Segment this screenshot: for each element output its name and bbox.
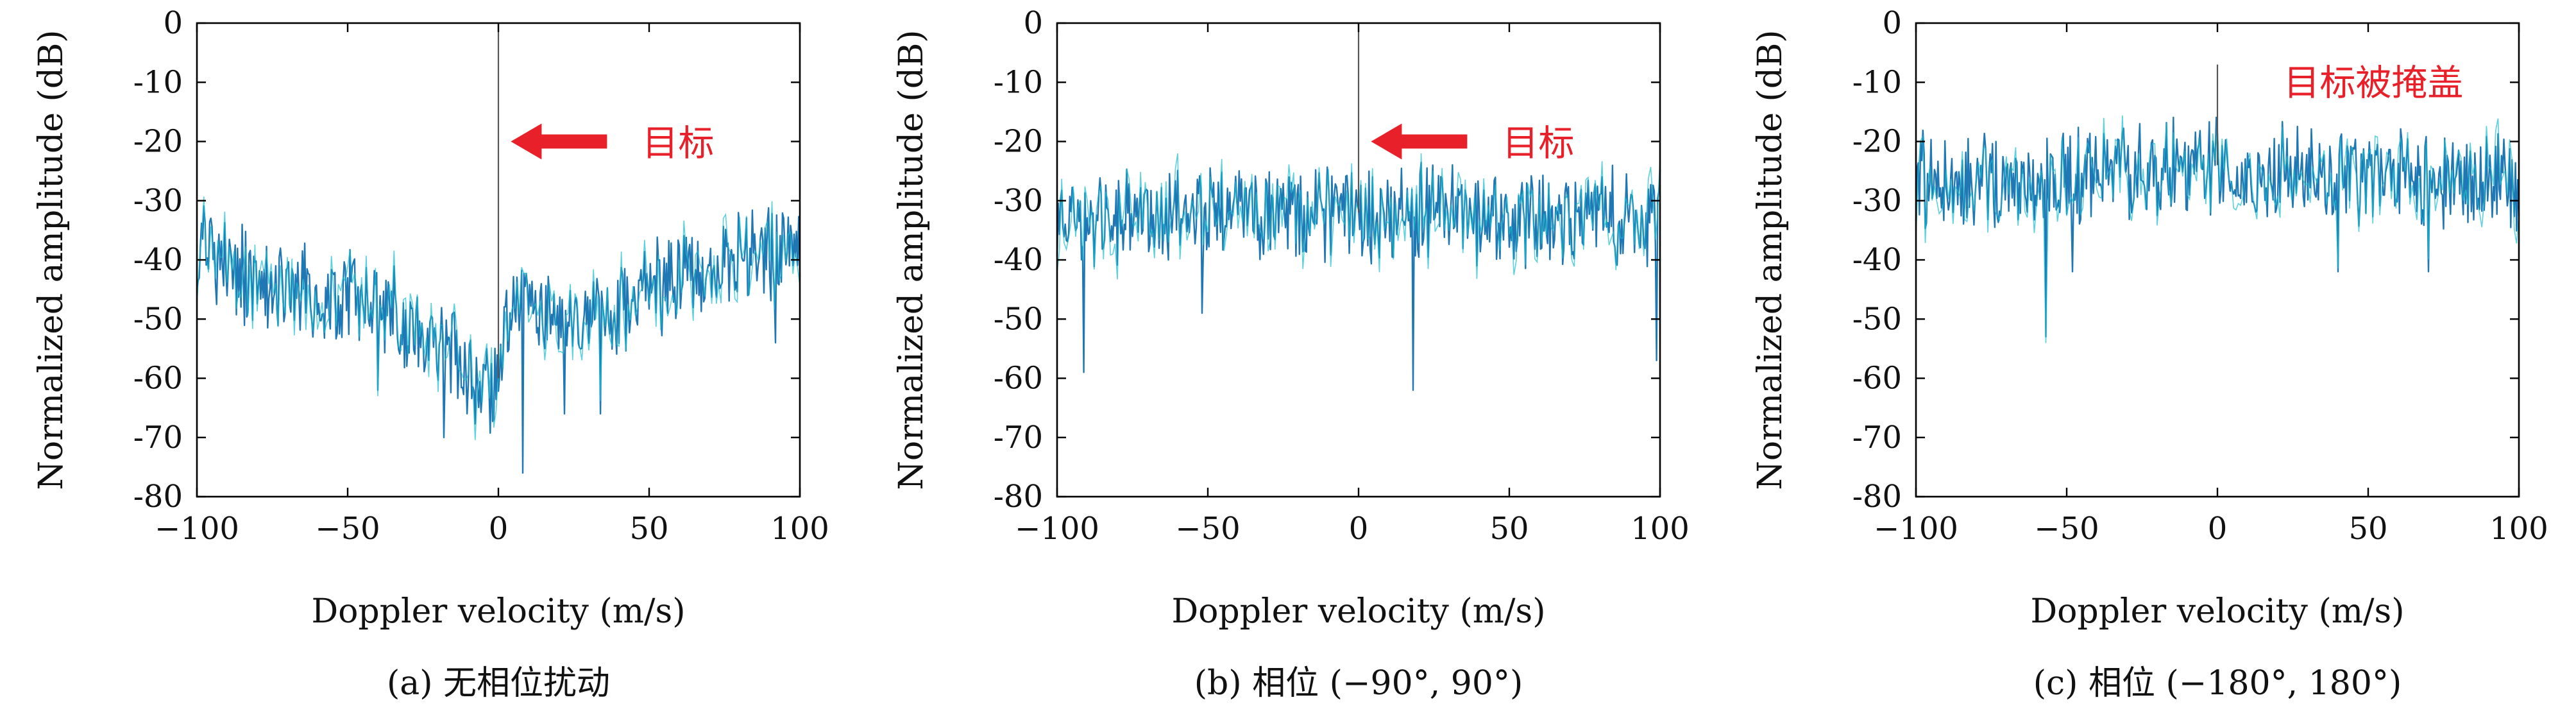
y-tick-label: -40 bbox=[994, 242, 1043, 278]
target-arrow-shaft bbox=[540, 134, 607, 149]
x-tick-label: −100 bbox=[1015, 511, 1099, 547]
target-arrow-shaft bbox=[1400, 134, 1468, 149]
y-axis-label: Normalized amplitude (dB) bbox=[1751, 30, 1790, 490]
target-label: 目标 bbox=[642, 123, 714, 165]
x-tick-label: 50 bbox=[629, 511, 668, 547]
x-tick-label: 0 bbox=[1349, 511, 1369, 547]
series-line bbox=[196, 205, 801, 474]
target-label: 目标 bbox=[1502, 123, 1574, 165]
x-axis-label: Doppler velocity (m/s) bbox=[1171, 592, 1545, 631]
panel-caption: (a) 无相位扰动 bbox=[387, 664, 610, 703]
y-tick-label: 0 bbox=[163, 5, 183, 41]
y-tick-label: -80 bbox=[1852, 479, 1902, 515]
target-masked-label: 目标被掩盖 bbox=[2284, 62, 2463, 104]
panel-caption: (b) 相位 (−90°, 90°) bbox=[1194, 664, 1523, 703]
y-axis-label: Normalized amplitude (dB) bbox=[892, 30, 931, 490]
y-tick-label: -20 bbox=[994, 124, 1043, 160]
chart-panel-a: 0 -10 -20 -30 -40 -50 -60 -70 -80−100 −50 0 50 100 Do… bbox=[32, 5, 829, 703]
target-arrow-head bbox=[511, 123, 542, 160]
y-tick-label: -70 bbox=[994, 420, 1043, 456]
y-tick-label: -30 bbox=[133, 183, 183, 219]
y-tick-label: -20 bbox=[133, 124, 183, 160]
y-tick-label: -60 bbox=[1852, 361, 1902, 397]
y-tick-label: -10 bbox=[994, 64, 1043, 100]
chart-panel-b: 0 -10 -20 -30 -40 -50 -60 -70 -80−100 −50 0 50 100 Do… bbox=[892, 5, 1690, 703]
target-arrow-head bbox=[1371, 123, 1402, 160]
chart-panel-c: 0 -10 -20 -30 -40 -50 -60 -70 -80−100 −50 0 50 100 Do… bbox=[1751, 5, 2548, 703]
x-tick-label: −50 bbox=[2034, 511, 2099, 547]
x-tick-label: −50 bbox=[315, 511, 380, 547]
x-axis-label: Doppler velocity (m/s) bbox=[2030, 592, 2404, 631]
y-tick-label: -80 bbox=[133, 479, 183, 515]
y-tick-label: -10 bbox=[1852, 64, 1902, 100]
y-tick-label: -70 bbox=[133, 420, 183, 456]
y-tick-label: -50 bbox=[1852, 301, 1902, 337]
y-tick-label: -50 bbox=[994, 301, 1043, 337]
y-tick-label: 0 bbox=[1023, 5, 1043, 41]
x-tick-label: 0 bbox=[489, 511, 509, 547]
y-tick-label: -10 bbox=[133, 64, 183, 100]
x-tick-label: −50 bbox=[1175, 511, 1240, 547]
y-tick-label: -40 bbox=[133, 242, 183, 278]
x-axis-label: Doppler velocity (m/s) bbox=[311, 592, 685, 631]
x-tick-label: 100 bbox=[770, 511, 829, 547]
panel-caption: (c) 相位 (−180°, 180°) bbox=[2033, 664, 2402, 703]
y-tick-label: -60 bbox=[994, 361, 1043, 397]
y-tick-label: -70 bbox=[1852, 420, 1902, 456]
y-tick-label: -60 bbox=[133, 361, 183, 397]
x-tick-label: −100 bbox=[155, 511, 239, 547]
y-tick-label: -20 bbox=[1852, 124, 1902, 160]
x-tick-label: 100 bbox=[1631, 511, 1690, 547]
y-tick-label: -30 bbox=[1852, 183, 1902, 219]
y-tick-label: -50 bbox=[133, 301, 183, 337]
x-tick-label: 100 bbox=[2489, 511, 2548, 547]
y-tick-label: -40 bbox=[1852, 242, 1902, 278]
x-tick-label: −100 bbox=[1874, 511, 1958, 547]
y-tick-label: 0 bbox=[1882, 5, 1902, 41]
y-axis-label: Normalized amplitude (dB) bbox=[32, 30, 71, 490]
x-tick-label: 50 bbox=[1489, 511, 1529, 547]
y-tick-label: -80 bbox=[994, 479, 1043, 515]
y-tick-label: -30 bbox=[994, 183, 1043, 219]
x-tick-label: 0 bbox=[2208, 511, 2228, 547]
x-tick-label: 50 bbox=[2348, 511, 2387, 547]
